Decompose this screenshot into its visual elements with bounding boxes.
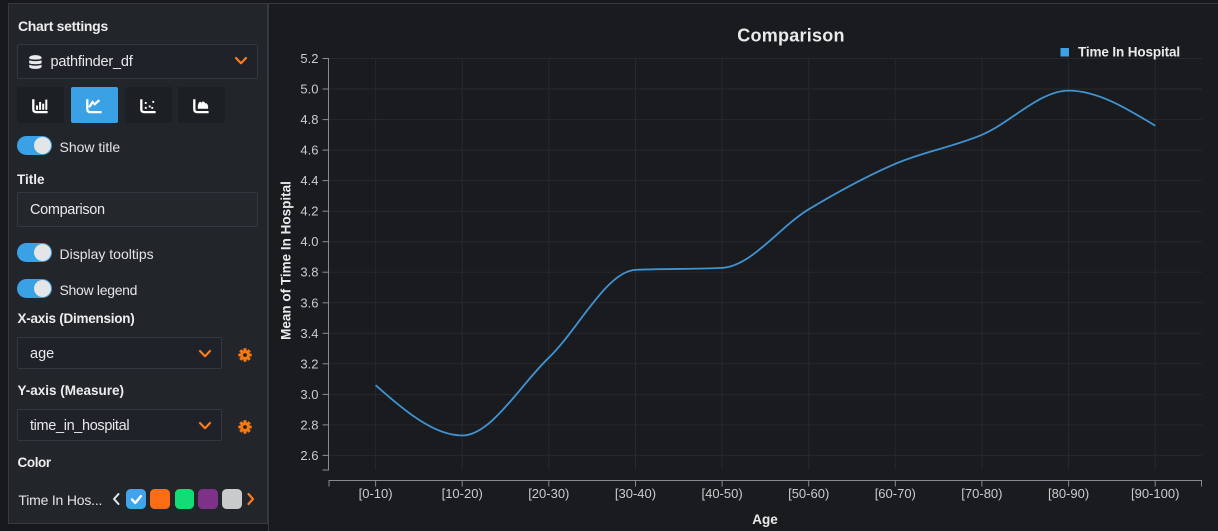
svg-text:3.2: 3.2 — [300, 356, 318, 371]
svg-text:3.6: 3.6 — [300, 295, 318, 310]
svg-text:3.0: 3.0 — [300, 387, 318, 402]
svg-text:4.6: 4.6 — [300, 143, 318, 158]
svg-text:Time In Hospital: Time In Hospital — [1078, 45, 1180, 60]
svg-text:Mean of Time In Hospital: Mean of Time In Hospital — [279, 181, 294, 340]
svg-text:5.0: 5.0 — [300, 82, 318, 97]
svg-text:[40-50): [40-50) — [701, 486, 742, 501]
svg-text:5.2: 5.2 — [300, 51, 318, 66]
svg-text:[30-40): [30-40) — [615, 486, 656, 501]
svg-text:Age: Age — [752, 512, 778, 527]
svg-text:Comparison: Comparison — [737, 26, 845, 46]
svg-text:4.2: 4.2 — [300, 204, 318, 219]
svg-text:4.0: 4.0 — [300, 234, 318, 249]
svg-text:3.8: 3.8 — [300, 265, 318, 280]
svg-text:[0-10): [0-10) — [359, 486, 393, 501]
svg-text:2.6: 2.6 — [300, 448, 318, 463]
svg-text:[90-100): [90-100) — [1131, 486, 1179, 501]
svg-text:4.8: 4.8 — [300, 112, 318, 127]
svg-text:[80-90): [80-90) — [1048, 486, 1089, 501]
svg-text:[10-20): [10-20) — [442, 486, 483, 501]
svg-text:[50-60): [50-60) — [788, 486, 829, 501]
svg-text:2.8: 2.8 — [300, 417, 318, 432]
svg-text:[60-70): [60-70) — [875, 486, 916, 501]
svg-text:3.4: 3.4 — [300, 326, 318, 341]
svg-text:[20-30): [20-30) — [528, 486, 569, 501]
svg-text:4.4: 4.4 — [300, 173, 318, 188]
svg-text:[70-80): [70-80) — [961, 486, 1002, 501]
